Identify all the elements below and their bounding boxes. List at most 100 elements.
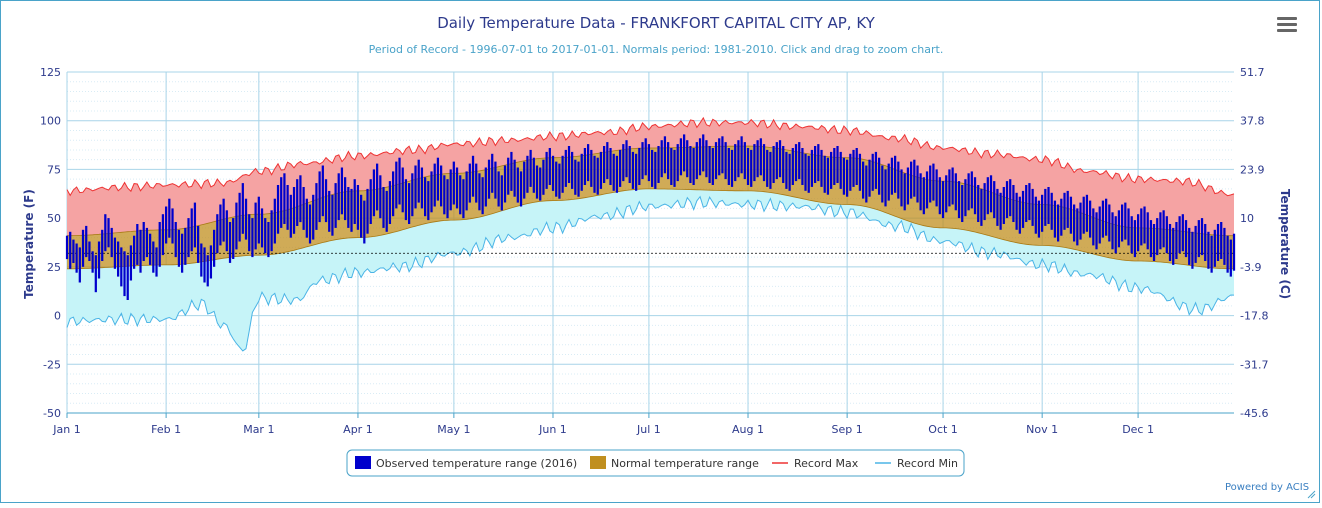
observed-range-bar	[993, 181, 996, 219]
observed-range-bar	[424, 177, 427, 217]
observed-range-bar	[219, 204, 222, 246]
observed-range-bar	[507, 157, 510, 195]
observed-range-bar	[200, 243, 203, 277]
observed-range-bar	[110, 227, 113, 258]
observed-range-bar	[839, 151, 842, 189]
observed-range-bar	[977, 185, 980, 222]
observed-range-bar	[1057, 204, 1060, 242]
observed-range-bar	[340, 167, 344, 215]
observed-range-bar	[376, 163, 379, 211]
observed-range-bar	[1031, 188, 1034, 226]
observed-range-bar	[852, 149, 855, 187]
observed-range-bar	[75, 243, 78, 273]
observed-range-bar	[596, 157, 599, 195]
observed-range-bar	[906, 167, 910, 205]
credit-link[interactable]: Powered by ACIS	[1225, 482, 1310, 493]
observed-range-bar	[561, 155, 564, 193]
chart-subtitle: Period of Record - 1996-07-01 to 2017-01…	[369, 43, 944, 56]
observed-range-bar	[305, 198, 308, 238]
legend-label-normal[interactable]: Normal temperature range	[611, 457, 759, 470]
hamburger-menu-icon[interactable]	[1277, 17, 1297, 35]
record-min-line	[66, 195, 1235, 352]
observed-range-bar	[1092, 208, 1095, 246]
observed-range-bar	[983, 183, 986, 221]
observed-range-bar	[107, 218, 110, 248]
observed-range-bar	[967, 173, 970, 211]
observed-range-bar	[564, 149, 567, 187]
observed-range-bar	[1181, 214, 1184, 252]
y-tick-label-left: 25	[47, 261, 61, 274]
x-tick-label: Oct 1	[928, 423, 958, 436]
observed-range-bar	[1121, 204, 1124, 242]
observed-range-bar	[833, 148, 836, 185]
observed-range-bar	[206, 255, 209, 287]
resize-handle-icon[interactable]	[1306, 489, 1316, 499]
observed-range-bar	[615, 155, 619, 193]
legend-label-record-min[interactable]: Record Min	[897, 457, 958, 470]
observed-range-bar	[1085, 194, 1089, 232]
observed-range-bar	[81, 229, 85, 267]
observed-range-bar	[165, 206, 168, 244]
observed-range-bar	[606, 142, 609, 180]
observed-range-bar	[203, 247, 206, 283]
y-tick-label-right: 51.7	[1240, 66, 1265, 79]
observed-range-bar	[1066, 190, 1069, 228]
observed-range-bar	[1168, 224, 1172, 261]
observed-range-bar	[609, 148, 612, 185]
legend-label-record-max[interactable]: Record Max	[794, 457, 859, 470]
observed-range-bar	[372, 169, 376, 217]
observed-range-bar	[973, 177, 977, 215]
observed-range-bar	[91, 251, 94, 273]
observed-range-bar	[948, 169, 951, 207]
observed-range-bar	[222, 198, 225, 242]
observed-range-bar	[638, 148, 641, 185]
observed-range-bar	[913, 159, 916, 197]
observed-range-bar	[1095, 212, 1098, 250]
observed-range-bar	[123, 251, 126, 297]
observed-range-bar	[1012, 185, 1015, 222]
legend-swatch-normal[interactable]	[590, 456, 606, 469]
y-tick-label-right: -45.6	[1240, 407, 1268, 420]
y-tick-label-left: 100	[40, 115, 61, 128]
observed-range-bar	[711, 148, 714, 185]
observed-range-bar	[737, 140, 740, 178]
observed-range-bar	[957, 181, 961, 219]
y-tick-label-left: 50	[47, 212, 61, 225]
observed-range-bar	[328, 190, 331, 232]
x-tick-label: Apr 1	[343, 423, 373, 436]
observed-range-bar	[251, 218, 254, 258]
observed-range-bar	[951, 167, 954, 205]
legend-label-observed[interactable]: Observed temperature range (2016)	[376, 457, 577, 470]
observed-range-bar	[1172, 227, 1175, 265]
observed-range-bar	[714, 142, 718, 180]
observed-range-bar	[193, 202, 197, 248]
observed-range-bar	[817, 144, 820, 182]
observed-range-bar	[619, 149, 622, 187]
observed-range-bar	[945, 175, 948, 213]
observed-range-bar	[868, 159, 871, 197]
chart-title: Daily Temperature Data - FRANKFORT CAPIT…	[437, 14, 875, 32]
legend-swatch-observed[interactable]	[355, 456, 371, 469]
observed-range-bar	[1162, 210, 1165, 248]
observed-range-bar	[232, 218, 235, 259]
x-tick-label: Jan 1	[52, 423, 80, 436]
observed-range-bar	[1041, 194, 1044, 232]
observed-range-bar	[555, 161, 558, 197]
observed-range-bar	[1191, 231, 1194, 269]
observed-range-bar	[385, 190, 388, 232]
observed-range-bar	[497, 171, 500, 207]
observed-range-bar	[238, 192, 241, 242]
observed-range-bar	[481, 177, 484, 215]
observed-range-bar	[344, 177, 347, 221]
observed-range-bar	[1124, 202, 1127, 240]
observed-range-bar	[871, 153, 874, 191]
observed-range-bar	[465, 171, 468, 211]
observed-range-bar	[1069, 196, 1073, 234]
observed-range-bar	[683, 134, 686, 172]
observed-range-bar	[718, 138, 721, 176]
observed-range-bar	[1105, 198, 1108, 236]
legend: Observed temperature range (2016) Normal…	[346, 449, 965, 477]
observed-range-bar	[721, 136, 724, 174]
observed-range-bar	[900, 169, 903, 207]
